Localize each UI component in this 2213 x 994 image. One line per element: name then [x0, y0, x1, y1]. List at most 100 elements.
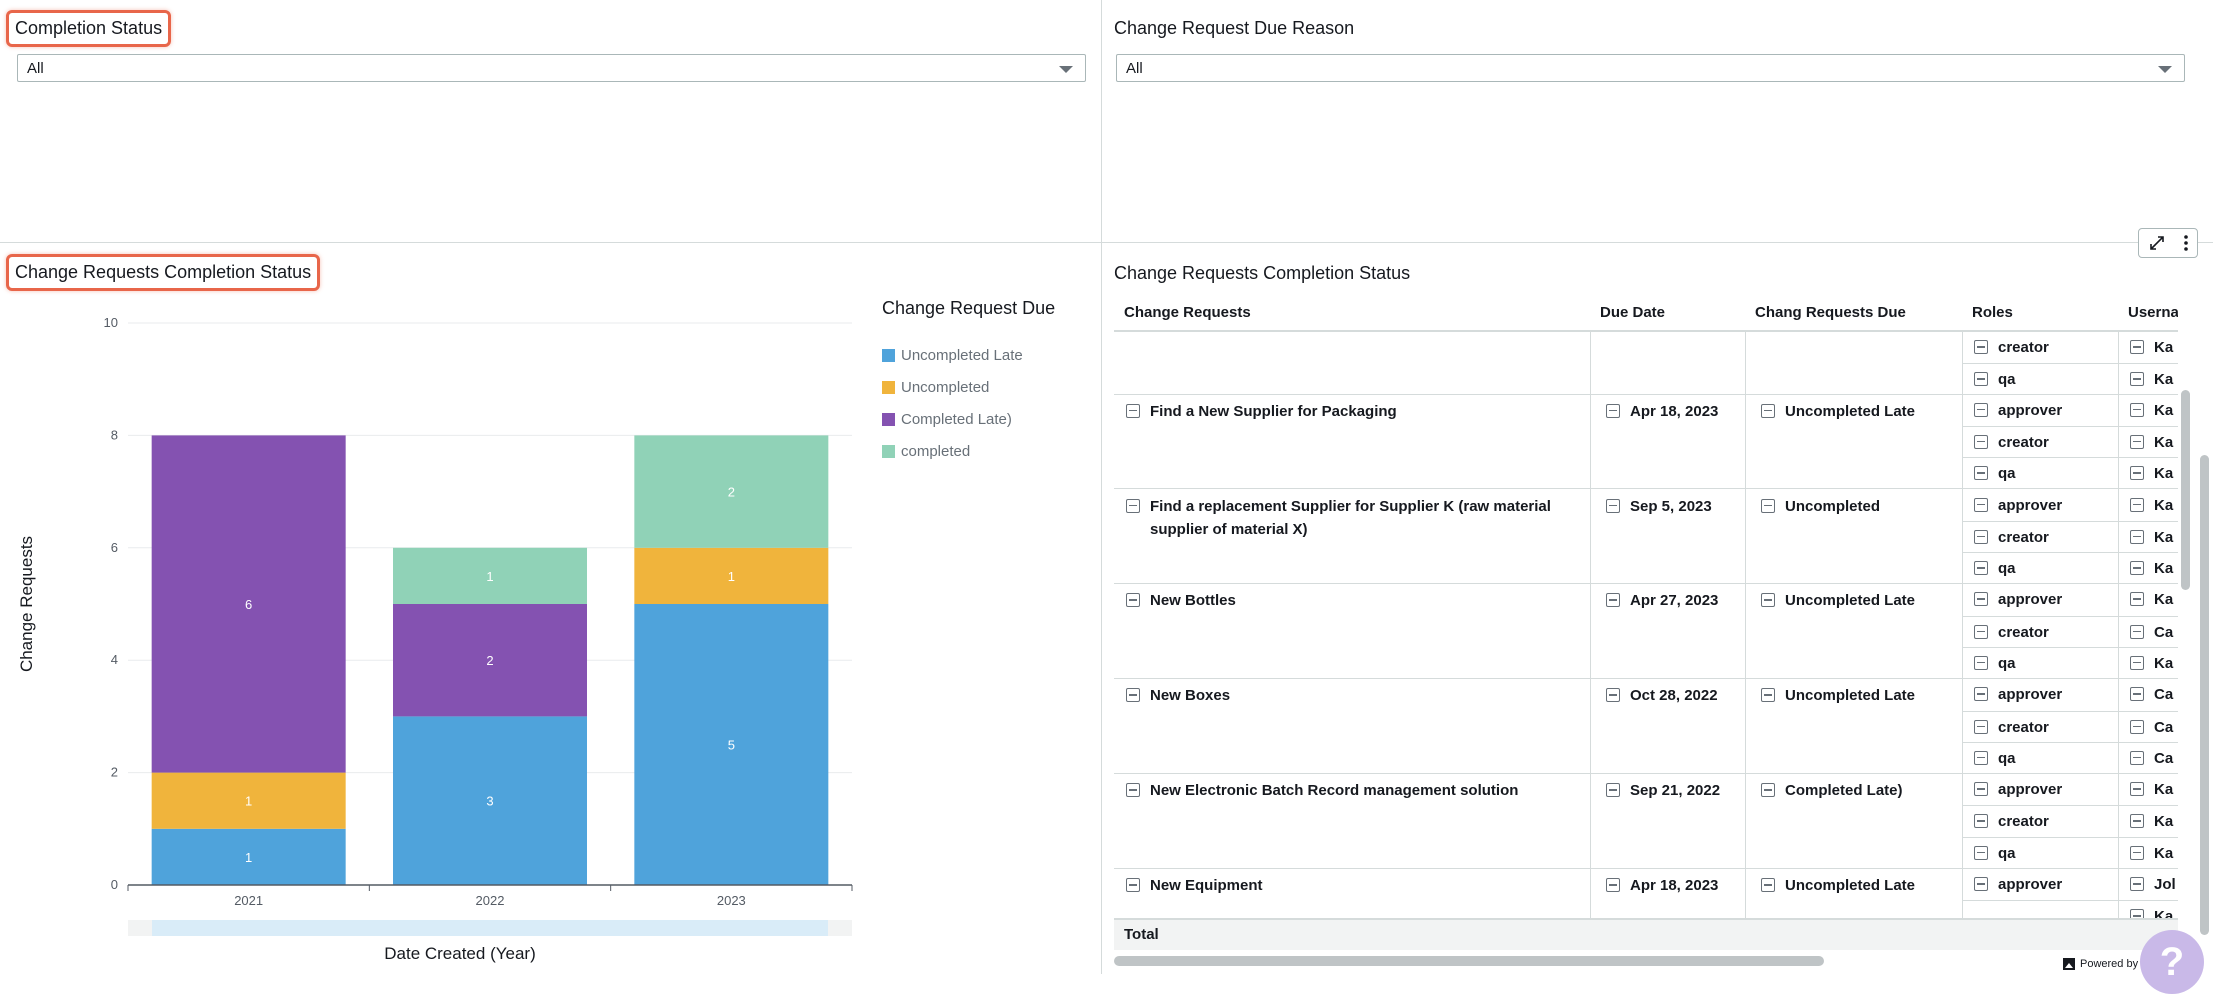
role-value: qa [1998, 371, 2016, 389]
collapse-row-icon[interactable] [2130, 402, 2144, 417]
collapse-row-icon[interactable] [1974, 750, 1988, 765]
collapse-row-icon[interactable] [1974, 814, 1988, 829]
collapse-row-icon[interactable] [1761, 593, 1775, 608]
username-cell: Ca [2130, 621, 2173, 644]
collapse-row-icon[interactable] [2130, 434, 2144, 449]
collapse-row-icon[interactable] [2130, 814, 2144, 829]
column-header-roles[interactable]: Roles [1972, 304, 2013, 321]
collapse-row-icon[interactable] [1606, 878, 1620, 893]
legend-item[interactable]: Uncompleted [882, 371, 1055, 403]
collapse-row-icon[interactable] [2130, 372, 2144, 387]
username-value: Ka [2154, 781, 2174, 799]
collapse-row-icon[interactable] [1761, 783, 1775, 798]
range-slider-selection [152, 920, 828, 936]
collapse-row-icon[interactable] [1974, 719, 1988, 734]
collapse-row-icon[interactable] [2130, 655, 2144, 670]
collapse-row-icon[interactable] [1974, 497, 1988, 512]
help-button[interactable]: ? [2140, 930, 2204, 994]
collapse-row-icon[interactable] [1126, 593, 1140, 608]
bar-segment [634, 604, 829, 885]
role-cell: qa [1974, 842, 2016, 865]
legend-item[interactable]: completed [882, 435, 1055, 467]
collapse-row-icon[interactable] [2130, 340, 2144, 354]
collapse-row-icon[interactable] [1606, 593, 1620, 608]
collapse-row-icon[interactable] [1974, 655, 1988, 670]
legend-label: Uncompleted Late [901, 346, 1023, 364]
collapse-row-icon[interactable] [1761, 403, 1775, 418]
requests-due-value: Uncompleted Late [1785, 687, 1916, 705]
horizontal-scrollbar[interactable] [1114, 956, 1824, 966]
username-value: Ca [2154, 718, 2174, 736]
collapse-row-icon[interactable] [1761, 688, 1775, 703]
collapse-row-icon[interactable] [2130, 497, 2144, 512]
collapse-row-icon[interactable] [2130, 466, 2144, 481]
collapse-row-icon[interactable] [1974, 845, 1988, 860]
collapse-row-icon[interactable] [1974, 782, 1988, 797]
collapse-row-icon[interactable] [1974, 402, 1988, 417]
collapse-row-icon[interactable] [1974, 561, 1988, 576]
column-header-due-date[interactable]: Due Date [1600, 304, 1666, 321]
collapse-row-icon[interactable] [2130, 687, 2144, 702]
username-cell: Ka [2130, 778, 2173, 801]
collapse-row-icon[interactable] [1606, 688, 1620, 703]
column-header-username[interactable]: Userna [2128, 304, 2178, 321]
collapse-row-icon[interactable] [2130, 909, 2144, 918]
legend-item[interactable]: Completed Late) [882, 403, 1055, 435]
legend-label: completed [901, 442, 971, 460]
collapse-row-icon[interactable] [1974, 624, 1988, 639]
collapse-row-icon[interactable] [1126, 878, 1140, 893]
username-value: Ka [2154, 654, 2174, 672]
data-label: 1 [486, 569, 493, 584]
collapse-row-icon[interactable] [1974, 592, 1988, 607]
collapse-row-icon[interactable] [1974, 434, 1988, 449]
collapse-row-icon[interactable] [1606, 498, 1620, 513]
collapse-row-icon[interactable] [2130, 592, 2144, 607]
collapse-row-icon[interactable] [1606, 783, 1620, 798]
collapse-row-icon[interactable] [2130, 529, 2144, 544]
role-subrow: qa Ka [1962, 457, 2178, 488]
due-date-value: Sep 21, 2022 [1630, 782, 1721, 800]
collapse-row-icon[interactable] [2130, 877, 2144, 892]
y-tick-label: 6 [111, 540, 118, 555]
data-label: 6 [245, 597, 252, 612]
column-divider [1590, 332, 1591, 918]
collapse-row-icon[interactable] [2130, 750, 2144, 765]
collapse-row-icon[interactable] [1974, 529, 1988, 544]
collapse-row-icon[interactable] [1974, 372, 1988, 387]
page-vertical-scrollbar[interactable] [2200, 455, 2209, 935]
due-date-value: Apr 18, 2023 [1630, 877, 1719, 895]
collapse-row-icon[interactable] [1761, 878, 1775, 893]
collapse-row-icon[interactable] [1126, 688, 1140, 703]
collapse-row-icon[interactable] [2130, 782, 2144, 797]
completion-status-filter-title: Completion Status [6, 10, 172, 47]
collapse-row-icon[interactable] [2130, 561, 2144, 576]
username-cell: Ka [2130, 842, 2173, 865]
collapse-row-icon[interactable] [1974, 877, 1988, 892]
table-vertical-scrollbar[interactable] [2181, 390, 2190, 590]
expand-icon[interactable] [2148, 234, 2166, 252]
legend-item[interactable]: Uncompleted Late [882, 339, 1055, 371]
username-value: Ka [2154, 591, 2174, 609]
due-reason-dropdown[interactable]: All [1116, 54, 2185, 82]
collapse-row-icon[interactable] [1126, 783, 1140, 798]
bar-segment [151, 772, 346, 829]
more-vertical-icon[interactable] [2183, 234, 2189, 252]
quicksight-logo-icon [2063, 958, 2075, 970]
role-subrow: approver Ka [1962, 584, 2178, 615]
collapse-row-icon[interactable] [1126, 403, 1140, 418]
collapse-row-icon[interactable] [2130, 845, 2144, 860]
table-row: New Boxes Oct 28, 2022 Uncompleted Late app… [1114, 679, 2178, 775]
collapse-row-icon[interactable] [2130, 719, 2144, 734]
collapse-row-icon[interactable] [1974, 687, 1988, 702]
collapse-row-icon[interactable] [1761, 498, 1775, 513]
collapse-row-icon[interactable] [1974, 340, 1988, 354]
collapse-row-icon[interactable] [2130, 624, 2144, 639]
data-label: 2 [728, 485, 735, 500]
column-header-requests-due[interactable]: Chang Requests Due [1755, 304, 1906, 321]
collapse-row-icon[interactable] [1126, 498, 1140, 513]
collapse-row-icon[interactable] [1606, 403, 1620, 418]
column-header-change-requests[interactable]: Change Requests [1124, 304, 1251, 321]
completion-status-dropdown[interactable]: All [17, 54, 1086, 82]
role-subrow: creator Ka [1962, 805, 2178, 836]
collapse-row-icon[interactable] [1974, 466, 1988, 481]
